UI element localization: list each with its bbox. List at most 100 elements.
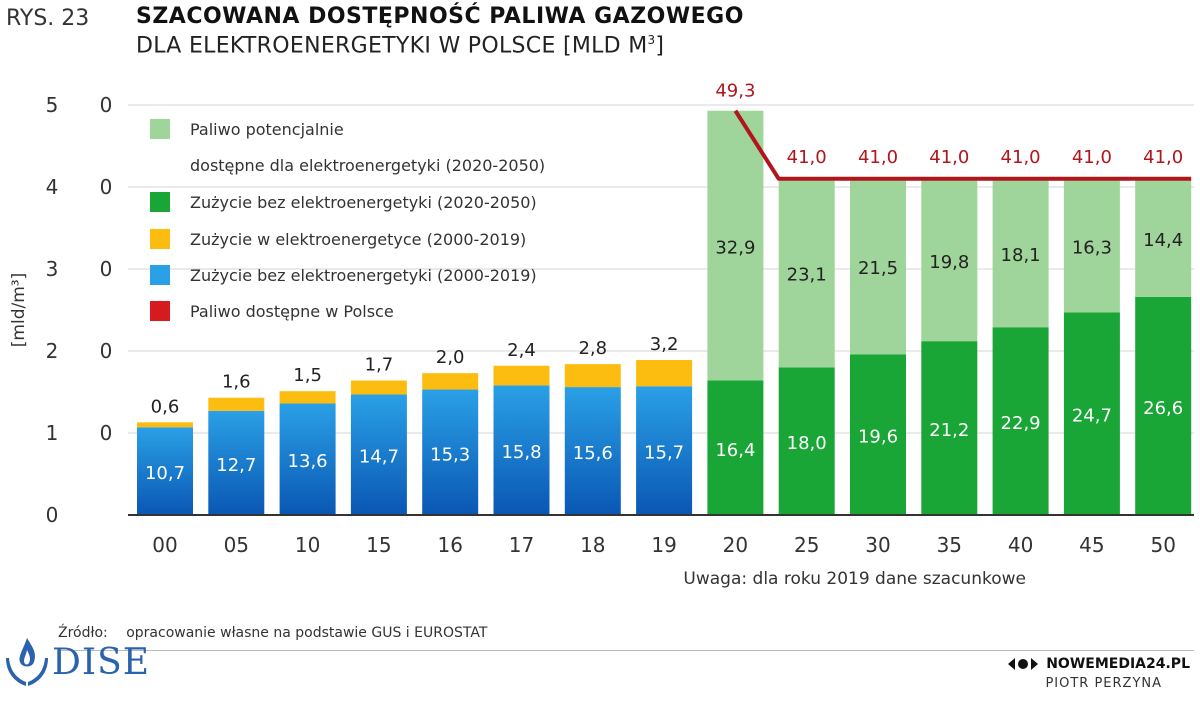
available-line [733,109,1192,181]
bar-yellow [279,391,336,404]
label-yellow: 1,5 [293,365,322,386]
x-tick-label: 25 [794,533,819,557]
bar-light-green [850,177,906,355]
legend-label: dostępne dla elektroenergetyki (2020-205… [190,156,545,175]
chart-subtitle: DLA ELEKTROENERGETYKI W POLSCE [MLD M3] [136,33,664,58]
dise-logo: DISE [6,636,150,688]
y-tick-label: 0 [100,421,113,445]
subtitle-superscript: 3 [647,33,656,47]
author: PIOTR PERZYNA [1045,676,1162,691]
bar-light-green [921,178,978,342]
available-line-label: 41,0 [858,147,898,168]
bar-blue [208,410,265,515]
bar-blue [636,386,693,515]
subtitle-end: ] [655,33,665,59]
available-line-label: 41,0 [1143,147,1183,168]
bar-yellow [636,360,693,387]
bar-green [1135,296,1192,515]
brand-logo-icon [1008,658,1039,670]
label-yellow: 2,0 [436,347,465,368]
bar-green [1063,312,1120,515]
x-tick-label: 16 [437,533,462,557]
available-line-label: 41,0 [1072,147,1112,168]
bar-yellow [350,380,407,395]
bar-light-green [1135,178,1192,297]
label-blue: 15,6 [573,443,613,464]
y-tick-label: 1 [46,421,59,445]
bar-green [992,327,1049,515]
figure-label: RYS. 23 [6,6,90,31]
x-axis: 00 05 10 15 16 17 18 19 20 25 30 35 40 45 50 [128,514,1194,557]
dise-logo-text: DISE [52,641,151,683]
available-line-label: 49,3 [715,81,755,102]
label-blue: 15,3 [430,444,470,465]
flame-hands-icon [6,638,48,686]
label-green: 26,6 [1143,398,1183,419]
chart-title: SZACOWANA DOSTĘPNOŚĆ PALIWA GAZOWEGO [136,4,744,29]
bar-yellow [493,365,550,386]
x-tick-label: 35 [937,533,962,557]
legend-swatch [150,265,170,285]
y-tick-label: 3 [46,257,59,281]
legend-swatch [150,229,170,249]
label-green: 24,7 [1072,406,1112,427]
source-text: opracowanie własne na podstawie GUS i EU… [126,625,488,641]
label-light-green: 19,8 [929,252,969,273]
label-green: 22,9 [1001,413,1041,434]
label-green: 19,6 [858,427,898,448]
y-tick-label: 0 [100,93,113,117]
y-tick-label: 2 [46,339,59,363]
x-tick-label: 40 [1008,533,1033,557]
y-tick-label: 5 [46,93,59,117]
label-blue: 15,7 [644,443,684,464]
x-tick-label: 19 [651,533,676,557]
brand-text: NOWEMEDIA24.PL [1046,656,1190,672]
label-blue: 13,6 [288,451,328,472]
bar-blue [350,394,407,515]
label-light-green: 14,4 [1143,230,1183,251]
x-tick-label: 30 [865,533,890,557]
label-green: 21,2 [929,420,969,441]
legend: Paliwo potencjalnie dostępne dla elektroe… [150,119,545,321]
x-tick-label: 15 [366,533,391,557]
bar-yellow [564,364,621,388]
available-line-label: 41,0 [929,147,969,168]
label-yellow: 2,4 [507,340,536,361]
available-line-label: 41,0 [1001,147,1041,168]
legend-label: Zużycie w elektroenergetyce (2000-2019) [190,230,526,249]
bar-green [707,380,764,515]
data-labels: 10,7 0,6 12,7 1,6 13,6 1,5 14,7 1,7 15,3 2,0 15,8 2… [145,230,1183,484]
legend-swatch [150,192,170,212]
label-light-green: 18,1 [1001,245,1041,266]
x-tick-label: 10 [295,533,320,557]
legend-label: Paliwo potencjalnie [190,120,344,139]
y-tick-label: 0 [100,339,113,363]
legend-label: Zużycie bez elektroenergetyki (2000-2019… [190,266,537,285]
label-yellow: 0,6 [151,396,180,417]
bar-green [850,354,906,515]
label-light-green: 32,9 [715,238,755,259]
label-yellow: 2,8 [578,338,607,359]
legend-swatch [150,301,170,321]
label-blue: 12,7 [216,455,256,476]
bars [137,110,1192,515]
source-label: Źródło: [58,625,108,641]
available-line-label: 41,0 [787,147,827,168]
legend-label: Zużycie bez elektroenergetyki (2020-2050… [190,193,537,212]
legend-label: Paliwo dostępne w Polsce [190,302,394,321]
bar-blue [564,387,621,515]
bar-light-green [707,110,764,381]
label-yellow: 1,7 [365,355,394,376]
label-green: 18,0 [787,433,827,454]
x-tick-label: 00 [152,533,177,557]
brand: NOWEMEDIA24.PL [1006,656,1190,672]
label-green: 16,4 [715,440,755,461]
label-light-green: 23,1 [787,265,827,286]
y-tick-label: 0 [100,175,113,199]
label-blue: 15,8 [501,442,541,463]
bar-light-green [1063,178,1120,313]
label-blue: 14,7 [359,447,399,468]
bar-light-green [992,178,1049,328]
available-fuel-line: 49,3 41,0 41,0 41,0 41,0 41,0 41,0 [715,81,1192,181]
bar-blue [493,385,550,515]
